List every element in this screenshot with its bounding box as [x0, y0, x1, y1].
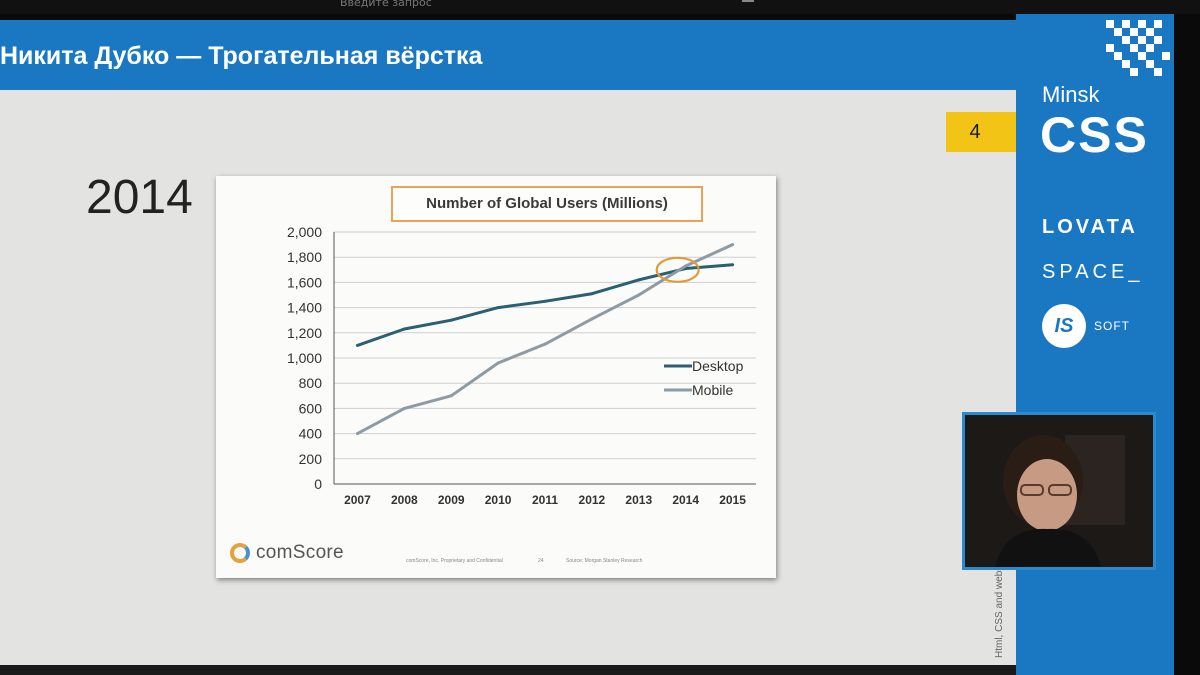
comscore-logo-text: comScore: [256, 542, 344, 563]
data-point-mobile: [684, 264, 688, 268]
footer-note-copyright: comScore, Inc. Proprietary and Confident…: [406, 558, 503, 564]
x-tick-label: 2012: [579, 493, 606, 507]
data-point-mobile: [637, 293, 641, 297]
data-point-mobile: [496, 361, 500, 365]
data-point-desktop: [496, 306, 500, 310]
y-tick-label: 1,200: [287, 325, 322, 341]
x-tick-label: 2014: [672, 493, 699, 507]
y-tick-label: 1,400: [287, 300, 322, 316]
ornament-pattern-icon: [1106, 20, 1170, 76]
data-point-mobile: [449, 394, 453, 398]
issoft-logo-text: SOFT: [1094, 319, 1130, 333]
data-point-mobile: [590, 317, 594, 321]
data-point-desktop: [731, 263, 735, 267]
x-tick-label: 2009: [438, 493, 465, 507]
x-tick-label: 2007: [344, 493, 371, 507]
data-point-mobile: [731, 243, 735, 247]
series-line-mobile: [356, 243, 734, 435]
sidebar-css: CSS: [1040, 107, 1149, 163]
x-tick-label: 2013: [625, 493, 652, 507]
speaker-webcam: [962, 412, 1156, 570]
speaker-video-icon: [965, 415, 1153, 567]
y-tick-label: 400: [299, 426, 323, 442]
y-tick-label: 800: [299, 375, 323, 391]
data-point-desktop: [590, 292, 594, 296]
chart-title: Number of Global Users (Millions): [391, 186, 703, 222]
x-tick-label: 2011: [532, 493, 558, 507]
slide-title: Никита Дубко — Трогательная вёрстка: [0, 42, 483, 70]
sidebar-minsk: Minsk: [1042, 82, 1100, 107]
data-point-mobile: [355, 432, 359, 436]
y-tick-label: 600: [299, 400, 323, 416]
conference-sidebar: Minsk CSS LOVATA SPACE_ IS SOFT: [1016, 14, 1174, 675]
slide-heading: 2014: [86, 171, 193, 224]
footer-note-page: 24: [538, 558, 544, 564]
sponsor-lovata: LOVATA: [1042, 216, 1138, 238]
comscore-logo: comScore: [230, 542, 344, 564]
x-tick-label: 2015: [719, 493, 746, 507]
y-tick-label: 2,000: [287, 224, 322, 240]
y-tick-label: 1,000: [287, 350, 322, 366]
data-point-mobile: [543, 342, 547, 346]
line-chart: 0 200 400 600 800 1,000 1,200 1,400 1,600 1,800 2,…: [287, 224, 756, 507]
sponsor-space: SPACE_: [1042, 261, 1144, 283]
comscore-logo-icon: [230, 543, 250, 563]
x-tick-label: 2010: [485, 493, 512, 507]
data-point-desktop: [449, 318, 453, 322]
data-point-desktop: [402, 327, 406, 331]
footer-note-source: Source: Morgan Stanley Research: [566, 558, 643, 564]
data-point-desktop: [543, 299, 547, 303]
data-point-mobile: [402, 406, 406, 410]
y-tick-label: 1,600: [287, 274, 322, 290]
legend-label-desktop: Desktop: [692, 358, 744, 374]
data-point-desktop: [637, 278, 641, 282]
search-hint[interactable]: Введите запрос: [340, 0, 432, 9]
page-number: 4: [946, 112, 1018, 152]
sponsor-issoft: IS SOFT: [1042, 304, 1130, 348]
slide-header: Никита Дубко — Трогательная вёрстка: [0, 20, 1030, 90]
data-point-desktop: [355, 343, 359, 347]
legend-label-mobile: Mobile: [692, 382, 733, 398]
screen-bottom-edge: [0, 665, 1016, 675]
y-tick-label: 200: [299, 451, 323, 467]
y-tick-label: 1,800: [287, 249, 322, 265]
y-tick-label: 0: [314, 476, 322, 492]
top-bar: Введите запрос: [0, 0, 1200, 14]
chart-card: 0 200 400 600 800 1,000 1,200 1,400 1,600 1,800 2,…: [216, 176, 776, 578]
crossover-highlight: [655, 256, 700, 283]
minimize-icon[interactable]: [742, 0, 754, 2]
issoft-logo-icon: IS: [1042, 304, 1086, 348]
series-line-desktop: [356, 263, 733, 347]
x-tick-label: 2008: [391, 493, 418, 507]
